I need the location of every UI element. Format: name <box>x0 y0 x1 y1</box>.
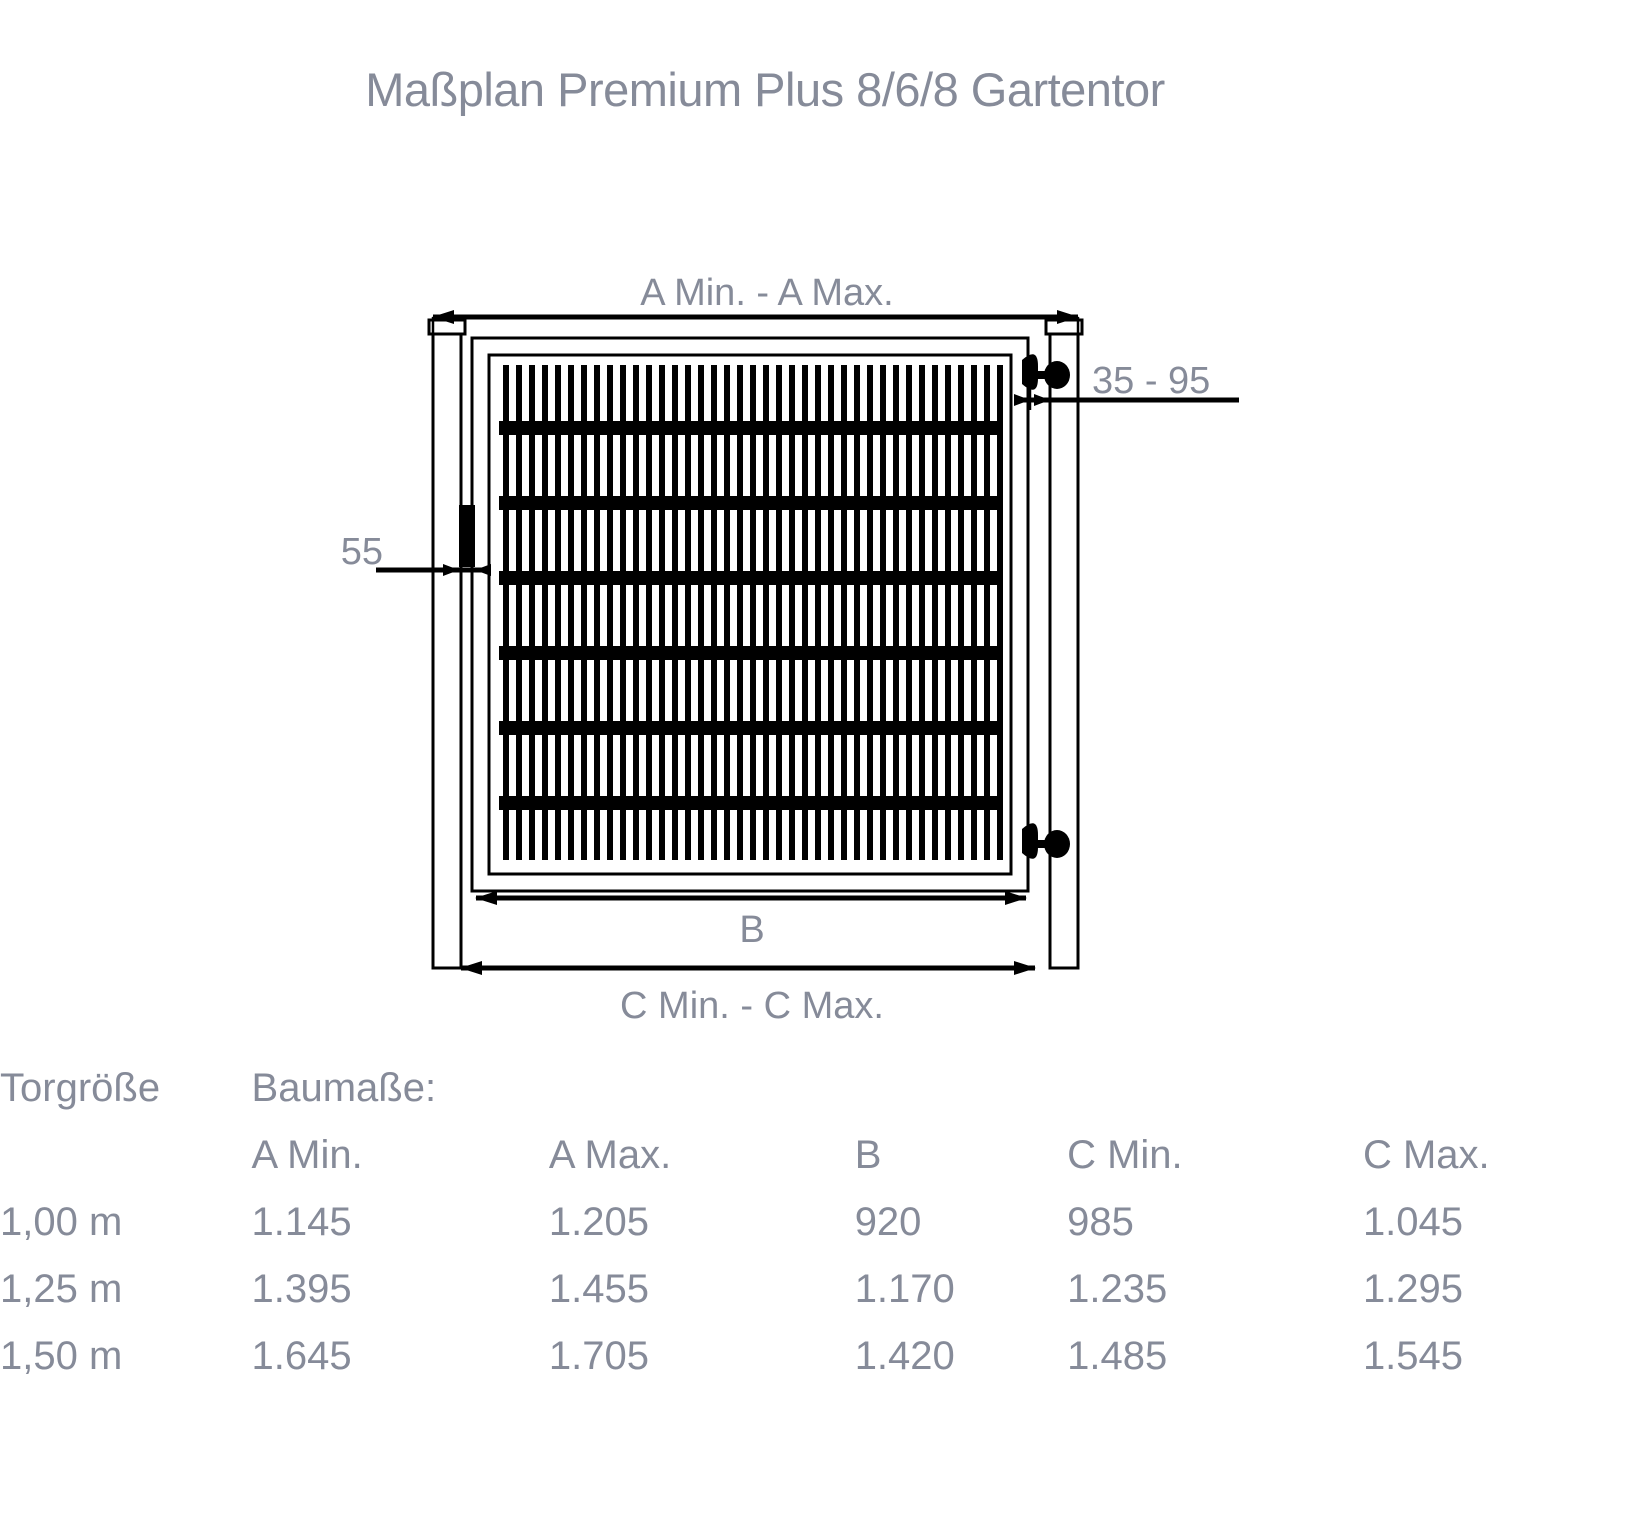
cell-a-min: 1.395 <box>251 1267 352 1311</box>
dimension-a-group: A Min. - A Max. <box>431 272 1080 340</box>
cell-size: 1,00 m <box>0 1200 123 1244</box>
column-header-a-min: A Min. <box>251 1133 363 1177</box>
dimensions-table: Torgröße Baumaße: A Min. A Max. B C Min.… <box>0 1055 1620 1390</box>
dimension-55-label: 55 <box>341 531 383 573</box>
cell-a-max: 1.705 <box>548 1334 650 1378</box>
dimension-c-label: C Min. - C Max. <box>620 985 884 1027</box>
wire-mesh-panel <box>487 353 1013 876</box>
cell-c-max: 1.295 <box>1362 1267 1464 1311</box>
header-spacer-1 <box>549 1055 855 1122</box>
cell-c-max: 1.545 <box>1362 1334 1464 1378</box>
dimension-b-label: B <box>739 909 764 951</box>
cell-b: 920 <box>854 1200 922 1244</box>
cell-c-min: 1.235 <box>1067 1267 1168 1311</box>
post-left <box>427 318 467 970</box>
cell-size: 1,50 m <box>0 1334 123 1378</box>
cell-a-max: 1.455 <box>548 1267 650 1311</box>
header-spacer-2 <box>855 1055 1067 1122</box>
table-row: 1,25 m 1.395 1.455 1.170 1.235 1.295 <box>0 1256 1620 1323</box>
table-row: 1,00 m 1.145 1.205 920 985 1.045 <box>0 1189 1620 1256</box>
dimension-gap-tick-b <box>1034 394 1050 406</box>
cell-a-min: 1.145 <box>251 1200 352 1244</box>
header-spacer-4 <box>1363 1055 1620 1122</box>
column-header-c-max: C Max. <box>1362 1133 1490 1177</box>
cell-b: 1.420 <box>854 1334 955 1378</box>
table-row: 1,50 m 1.645 1.705 1.420 1.485 1.545 <box>0 1323 1620 1390</box>
dimension-55-group: 55 <box>341 460 491 580</box>
gate-technical-drawing: A Min. - A Max. <box>341 272 1239 1027</box>
column-header-c-min: C Min. <box>1067 1133 1183 1177</box>
header-blank <box>0 1122 252 1189</box>
post-right <box>1044 318 1084 970</box>
dimension-55-tick-b <box>475 564 491 576</box>
cell-c-min: 985 <box>1067 1200 1134 1244</box>
dimension-c-group: C Min. - C Max. <box>460 961 1036 1027</box>
dimension-b-group: B <box>475 891 1027 951</box>
table-header-row-1: Torgröße Baumaße: <box>0 1055 1620 1122</box>
dimension-gap-group: 35 - 95 <box>1014 340 1239 410</box>
dimension-55-tick-a <box>443 564 459 576</box>
header-torgroesse: Torgröße <box>0 1066 161 1110</box>
mesh-vertical-wires <box>503 365 1003 860</box>
hinge-bottom <box>1022 823 1070 859</box>
dimension-gap-tick-a <box>1014 394 1030 406</box>
cell-c-max: 1.045 <box>1362 1200 1464 1244</box>
table-header-row-2: A Min. A Max. B C Min. C Max. <box>0 1122 1620 1189</box>
header-spacer-3 <box>1067 1055 1363 1122</box>
cell-c-min: 1.485 <box>1067 1334 1168 1378</box>
header-baumasse: Baumaße: <box>251 1066 437 1110</box>
cell-a-min: 1.645 <box>251 1334 352 1378</box>
cell-size: 1,25 m <box>0 1267 123 1311</box>
cell-b: 1.170 <box>854 1267 955 1311</box>
cell-a-max: 1.205 <box>548 1200 650 1244</box>
column-header-a-max: A Max. <box>548 1133 672 1177</box>
dimension-a-label: A Min. - A Max. <box>640 272 893 314</box>
column-header-b: B <box>854 1133 882 1177</box>
dimension-gap-label: 35 - 95 <box>1092 360 1210 402</box>
page-title: Maßplan Premium Plus 8/6/8 Gartentor <box>365 63 1165 116</box>
